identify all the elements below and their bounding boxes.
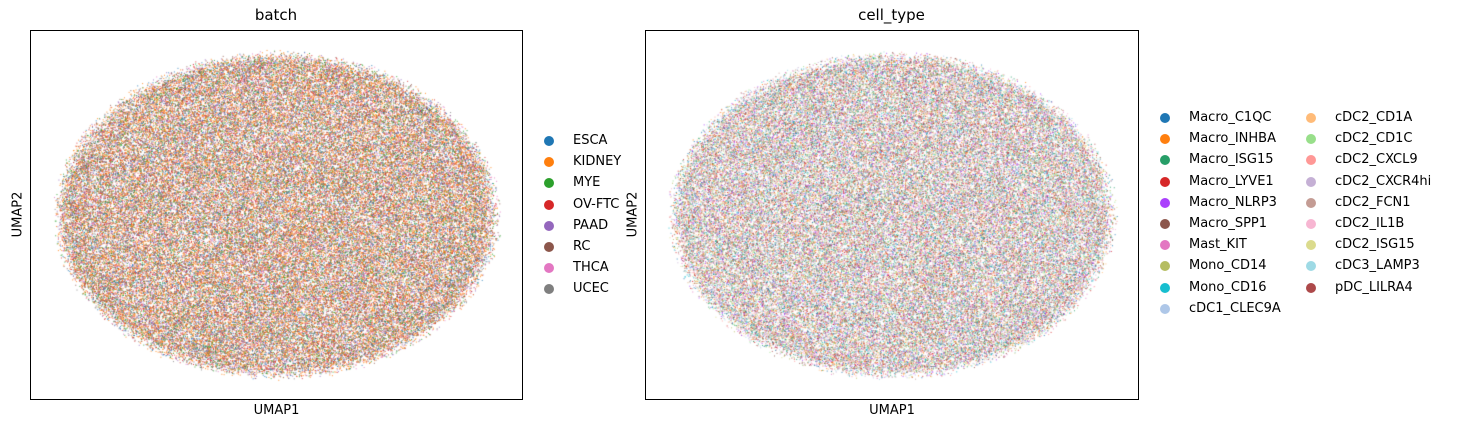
- legend-label: cDC2_CD1A: [1335, 110, 1413, 125]
- legend-marker: [544, 284, 554, 295]
- legend-marker: [544, 178, 554, 189]
- cell-type-plot-area: [645, 30, 1139, 400]
- legend-label: Macro_C1QC: [1189, 110, 1272, 125]
- legend-label: cDC2_CXCL9: [1335, 152, 1418, 168]
- batch-x-axis-label: UMAP1: [253, 403, 300, 418]
- legend-marker: [1160, 155, 1170, 166]
- legend-marker: [1160, 134, 1170, 145]
- legend-label: UCEC: [573, 281, 609, 297]
- legend-label: cDC3_LAMP3: [1335, 258, 1420, 274]
- batch-y-axis-label: UMAP2: [10, 191, 26, 238]
- legend-label: MYE: [573, 175, 601, 191]
- legend-label: Macro_NLRP3: [1189, 194, 1277, 210]
- legend-label: cDC2_CXCR4hi: [1335, 173, 1432, 189]
- legend-marker: [544, 242, 554, 252]
- legend-marker: [1306, 282, 1316, 293]
- legend-marker: [1160, 240, 1170, 251]
- legend-marker: [544, 220, 554, 231]
- legend-label: Mast_KIT: [1189, 237, 1247, 253]
- legend-marker: [1160, 282, 1170, 293]
- legend-label: cDC2_IL1B: [1335, 216, 1405, 231]
- legend-marker: [1306, 197, 1316, 208]
- batch-chart-title: batch: [254, 6, 298, 24]
- cell-type-scatter-points: [646, 31, 1138, 399]
- legend-marker: [1160, 303, 1170, 314]
- legend-marker: [1306, 219, 1316, 229]
- cell-type-chart-title: cell_type: [858, 6, 925, 24]
- legend-marker: [544, 263, 554, 274]
- legend-marker: [1306, 113, 1316, 123]
- legend-label: RC: [573, 239, 591, 254]
- legend-label: cDC2_ISG15: [1335, 237, 1415, 253]
- batch-scatter-points: [31, 31, 522, 399]
- batch-plot-area: [30, 30, 523, 400]
- legend-marker: [544, 136, 554, 146]
- legend-marker: [1306, 176, 1316, 187]
- legend-label: cDC2_CD1C: [1335, 131, 1413, 147]
- legend-marker: [1306, 261, 1316, 272]
- legend-label: ESCA: [573, 133, 608, 148]
- legend-marker: [1306, 134, 1316, 145]
- legend-label: Macro_ISG15: [1189, 152, 1274, 168]
- legend-marker: [1160, 261, 1170, 272]
- legend-marker: [1160, 176, 1170, 187]
- legend-label: Macro_INHBA: [1189, 131, 1276, 147]
- legend-marker: [1306, 155, 1316, 166]
- legend-marker: [544, 199, 554, 210]
- legend-label: Mono_CD14: [1189, 258, 1267, 274]
- legend-label: PAAD: [573, 217, 609, 233]
- legend-marker: [544, 157, 554, 168]
- cell-type-y-axis-label: UMAP2: [625, 191, 641, 238]
- legend-label: Macro_SPP1: [1189, 216, 1268, 231]
- legend-label: cDC2_FCN1: [1335, 194, 1411, 210]
- legend-label: THCA: [573, 260, 609, 276]
- legend-label: Macro_LYVE1: [1189, 173, 1274, 189]
- legend-label: Mono_CD16: [1189, 279, 1267, 295]
- legend-marker: [1160, 197, 1170, 208]
- legend-label: OV-FTC: [573, 196, 620, 212]
- batch-legend: ESCA KIDNEY MYE OV-FTC PAAD RC THCA UCEC: [544, 133, 644, 303]
- cell-type-x-axis-label: UMAP1: [869, 403, 915, 418]
- legend-marker: [1306, 240, 1316, 251]
- legend-label: pDC_LILRA4: [1335, 279, 1413, 295]
- legend-marker: [1160, 113, 1170, 123]
- legend-label: KIDNEY: [573, 154, 622, 170]
- cell-type-legend: Macro_C1QC Macro_INHBA Macro_ISG15 Macro_LY…: [1160, 110, 1460, 320]
- legend-label: cDC1_CLEC9A: [1189, 300, 1281, 316]
- legend-marker: [1160, 219, 1170, 229]
